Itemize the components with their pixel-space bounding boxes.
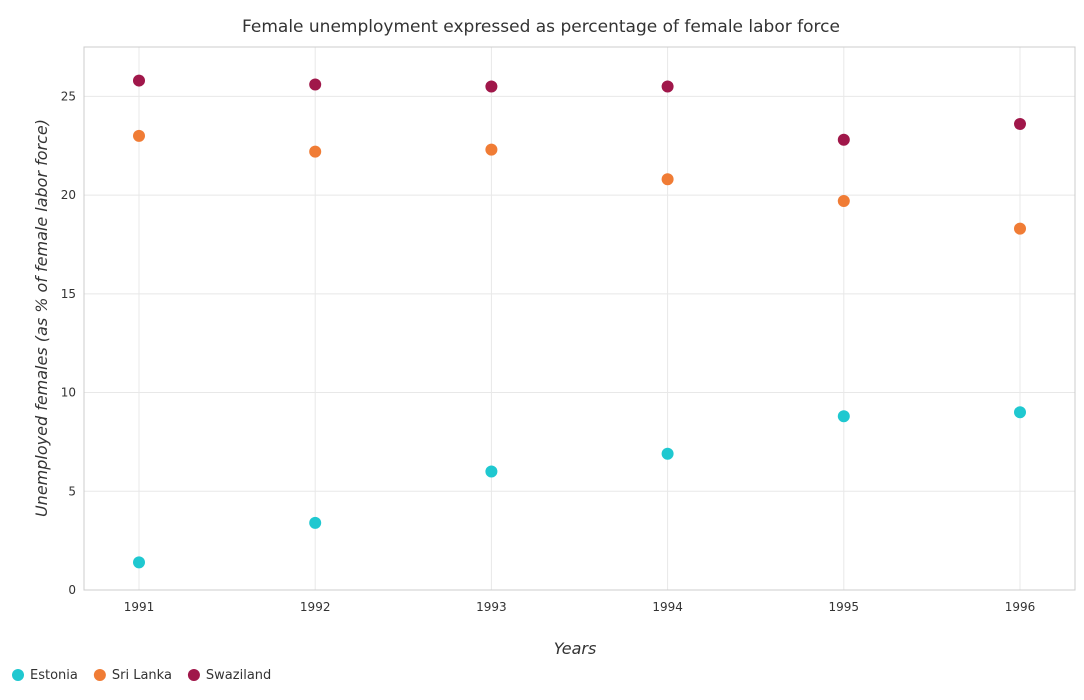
plot-frame (83, 46, 1076, 591)
point-sri-lanka-1994 (661, 173, 674, 186)
legend-marker-sri-lanka (93, 669, 106, 681)
x-tick-label: 1991 (124, 600, 155, 614)
point-estonia-1995 (837, 410, 850, 423)
point-sri-lanka-1992 (309, 145, 322, 158)
point-swaziland-1996 (1014, 118, 1026, 131)
point-estonia-1993 (485, 465, 498, 478)
y-tick-label: 25 (61, 89, 76, 103)
x-tick-label: 1995 (829, 600, 860, 614)
chart-title: Female unemployment expressed as percent… (242, 17, 840, 37)
y-tick-label: 5 (68, 484, 76, 498)
y-tick-label: 0 (68, 583, 76, 597)
point-estonia-1994 (661, 447, 674, 460)
x-tick-label: 1994 (652, 600, 683, 614)
point-swaziland-1991 (133, 74, 145, 87)
y-axis-ticks: 0 5 10 15 20 25 (61, 89, 76, 597)
point-swaziland-1993 (485, 80, 498, 93)
legend: Estonia Sri Lanka Swaziland (12, 668, 271, 683)
legend-label-estonia: Estonia (30, 668, 78, 683)
legend-label-sri-lanka: Sri Lanka (112, 668, 172, 683)
point-estonia-1991 (133, 556, 145, 569)
y-tick-label: 20 (61, 188, 76, 202)
point-swaziland-1995 (837, 133, 850, 146)
point-swaziland-1992 (309, 78, 322, 91)
point-estonia-1992 (309, 516, 322, 529)
x-axis-ticks: 1991 1992 1993 1994 1995 1996 (124, 600, 1036, 614)
point-estonia-1996 (1014, 406, 1026, 419)
point-sri-lanka-1991 (133, 129, 145, 142)
x-tick-label: 1992 (300, 600, 331, 614)
y-tick-label: 10 (61, 386, 76, 400)
point-swaziland-1994 (661, 80, 674, 93)
point-sri-lanka-1995 (837, 195, 850, 208)
x-tick-label: 1993 (476, 600, 507, 614)
y-axis-label: Unemployed females (as % of female labor… (32, 119, 51, 517)
legend-marker-swaziland (187, 669, 200, 681)
point-sri-lanka-1993 (485, 143, 498, 156)
legend-label-swaziland: Swaziland (206, 668, 271, 683)
x-tick-label: 1996 (1005, 600, 1036, 614)
data-points (133, 74, 1026, 569)
gridlines (84, 47, 1075, 591)
legend-marker-estonia (12, 669, 24, 681)
x-axis-label: Years (554, 639, 597, 658)
y-tick-label: 15 (61, 287, 76, 301)
point-sri-lanka-1996 (1014, 222, 1026, 235)
